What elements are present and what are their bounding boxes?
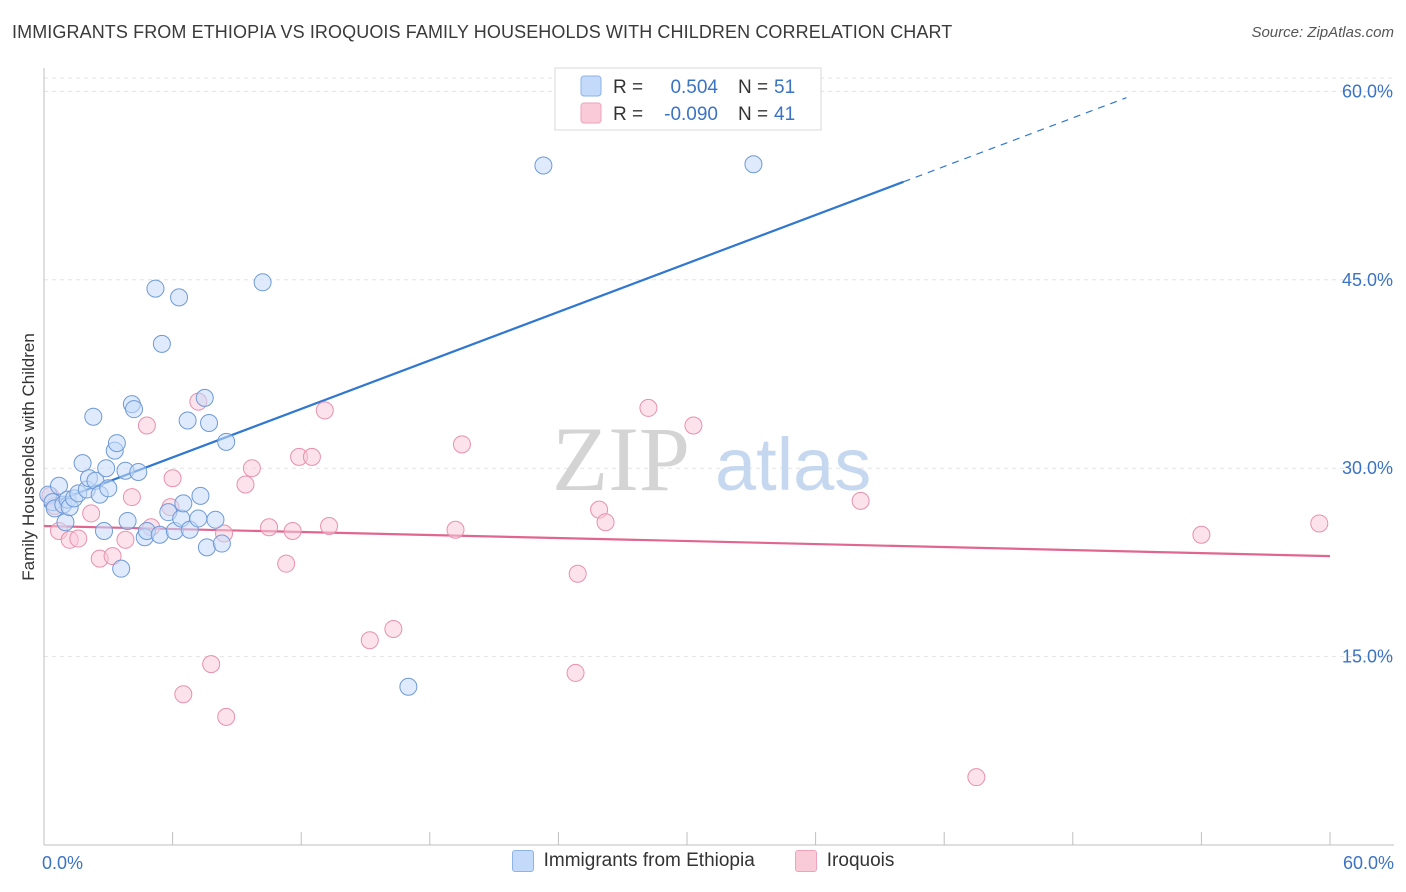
- point-ethiopia: [95, 522, 114, 540]
- point-iroquois: [851, 491, 870, 510]
- trend-line-iroquois: [43, 524, 1331, 558]
- point-iroquois: [82, 504, 101, 523]
- point-ethiopia: [534, 156, 553, 175]
- point-ethiopia: [150, 525, 169, 544]
- point-ethiopia: [206, 510, 225, 529]
- series-legend: Immigrants from Ethiopia Iroquois: [0, 850, 1406, 872]
- point-iroquois: [568, 564, 587, 583]
- legend-r-label-2: R =: [613, 104, 643, 125]
- y-tick-label: 60.0%: [1342, 81, 1393, 101]
- legend-item-ethiopia: Immigrants from Ethiopia: [511, 850, 755, 872]
- point-iroquois: [967, 768, 986, 787]
- data-points: [39, 155, 1329, 787]
- point-iroquois: [277, 554, 296, 573]
- point-iroquois: [639, 398, 658, 417]
- chart-title: IMMIGRANTS FROM ETHIOPIA VS IROQUOIS FAM…: [12, 22, 953, 42]
- point-iroquois: [260, 518, 279, 537]
- point-ethiopia: [170, 288, 189, 307]
- point-iroquois: [315, 401, 334, 420]
- point-iroquois: [163, 469, 182, 488]
- point-ethiopia: [84, 407, 103, 426]
- point-iroquois: [452, 435, 471, 454]
- point-iroquois: [174, 685, 193, 704]
- point-iroquois: [684, 416, 703, 435]
- legend-label-ethiopia: Immigrants from Ethiopia: [543, 850, 755, 871]
- legend-n-label-1: N =: [738, 77, 768, 98]
- point-ethiopia: [112, 559, 131, 578]
- legend-swatch-pink: [580, 102, 602, 124]
- point-ethiopia: [125, 400, 144, 419]
- point-iroquois: [236, 475, 255, 494]
- point-ethiopia: [107, 434, 126, 453]
- point-ethiopia: [129, 462, 148, 481]
- legend-r-value-2: -0.090: [664, 104, 718, 125]
- point-iroquois: [217, 707, 236, 726]
- point-iroquois: [1310, 514, 1329, 533]
- point-ethiopia: [195, 388, 214, 407]
- point-iroquois: [384, 619, 403, 638]
- point-ethiopia: [99, 479, 118, 498]
- point-ethiopia: [217, 432, 236, 451]
- legend-n-label-2: N =: [738, 104, 768, 125]
- point-iroquois: [302, 447, 321, 466]
- y-tick-label: 45.0%: [1342, 270, 1393, 290]
- x-tick-label-min: 0.0%: [42, 853, 83, 873]
- watermark-zip: ZIP: [552, 408, 690, 510]
- point-iroquois: [596, 513, 615, 532]
- point-iroquois: [446, 520, 465, 539]
- point-ethiopia: [399, 677, 418, 696]
- point-ethiopia: [73, 454, 92, 473]
- point-ethiopia: [212, 534, 231, 553]
- x-tick-label-max: 60.0%: [1343, 853, 1394, 873]
- point-iroquois: [137, 416, 156, 435]
- point-iroquois: [360, 631, 379, 650]
- point-ethiopia: [56, 513, 75, 532]
- point-iroquois: [69, 529, 88, 548]
- point-iroquois: [202, 655, 221, 674]
- legend-swatch-blue: [580, 75, 602, 97]
- point-ethiopia: [200, 413, 219, 432]
- legend-r-value-1: 0.504: [670, 77, 718, 98]
- point-ethiopia: [178, 411, 197, 430]
- grid-lines: [44, 77, 1394, 658]
- point-ethiopia: [50, 476, 69, 495]
- point-ethiopia: [191, 486, 210, 505]
- watermark-atlas: atlas: [715, 423, 871, 506]
- legend-label-iroquois: Iroquois: [826, 850, 895, 871]
- trend-line-ethiopia-extension: [903, 97, 1127, 183]
- point-iroquois: [283, 522, 302, 540]
- point-iroquois: [242, 459, 261, 478]
- point-iroquois: [103, 547, 122, 566]
- y-axis-label: Family Households with Children: [19, 333, 38, 581]
- point-iroquois: [122, 488, 141, 507]
- legend-r-label-1: R =: [613, 77, 643, 98]
- legend-n-value-2: 41: [774, 104, 795, 125]
- point-ethiopia: [174, 494, 193, 513]
- point-iroquois: [320, 516, 339, 535]
- point-ethiopia: [744, 155, 763, 174]
- x-tick-marks: [43, 832, 1331, 845]
- point-iroquois: [566, 663, 585, 682]
- point-ethiopia: [97, 459, 116, 478]
- correlation-legend: R = 0.504 N = 51 R = -0.090 N = 41: [554, 67, 822, 131]
- y-tick-label: 15.0%: [1342, 647, 1393, 667]
- y-tick-label: 30.0%: [1342, 458, 1393, 478]
- swatch-ethiopia: [511, 850, 534, 872]
- point-ethiopia: [118, 511, 137, 530]
- point-ethiopia: [253, 273, 272, 292]
- trend-line-ethiopia: [43, 180, 904, 507]
- point-iroquois: [1192, 525, 1211, 544]
- point-ethiopia: [152, 334, 171, 353]
- trend-lines: [43, 97, 1331, 558]
- point-iroquois: [116, 530, 135, 549]
- point-ethiopia: [197, 538, 216, 557]
- point-ethiopia: [146, 279, 165, 298]
- swatch-iroquois: [794, 850, 817, 872]
- legend-n-value-1: 51: [774, 77, 795, 98]
- point-ethiopia: [189, 509, 208, 528]
- y-tick-labels: 15.0% 30.0% 45.0% 60.0%: [1342, 81, 1393, 666]
- source-label: Source: ZipAtlas.com: [1251, 24, 1394, 41]
- legend-item-iroquois: Iroquois: [794, 850, 895, 872]
